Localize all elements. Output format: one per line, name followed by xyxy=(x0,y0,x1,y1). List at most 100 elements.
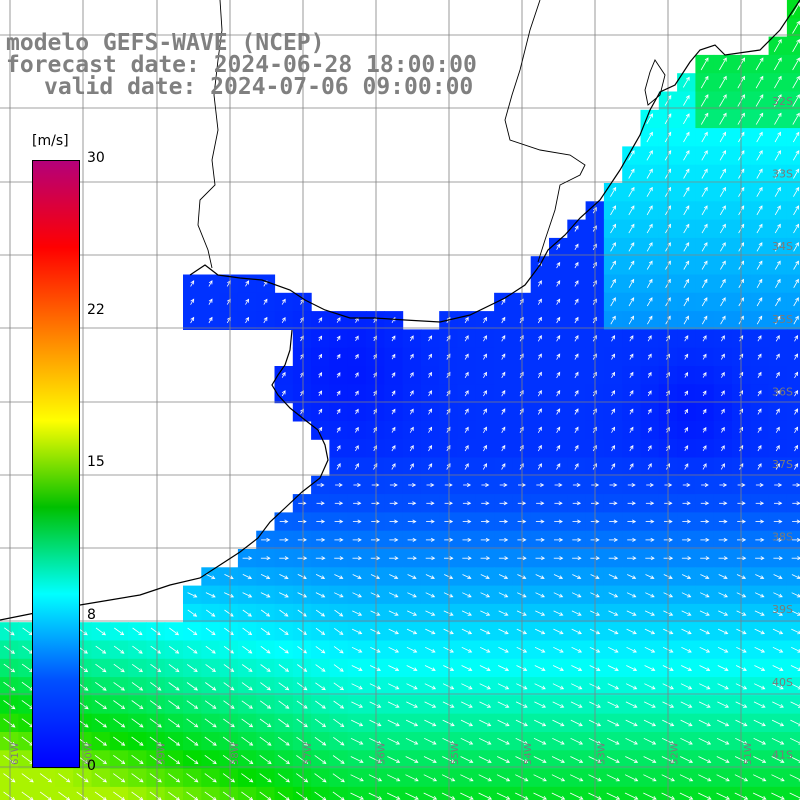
wind-speed-cell xyxy=(677,220,696,239)
wind-speed-cell xyxy=(695,275,714,294)
wind-speed-cell xyxy=(622,293,641,312)
wind-speed-cell xyxy=(293,329,312,348)
wind-speed-cell xyxy=(787,348,800,367)
wind-speed-cell xyxy=(695,165,714,184)
wind-speed-cell xyxy=(787,622,800,641)
wind-speed-cell xyxy=(641,256,660,275)
wind-speed-cell xyxy=(348,329,367,348)
wind-speed-cell xyxy=(750,403,769,422)
wind-speed-cell xyxy=(384,329,403,348)
wind-speed-cell xyxy=(732,329,751,348)
wind-speed-cell xyxy=(604,201,623,220)
wind-speed-cell xyxy=(183,275,202,294)
wind-speed-cell xyxy=(403,348,422,367)
wind-speed-cell xyxy=(732,275,751,294)
wind-speed-cell xyxy=(641,311,660,330)
wind-speed-cell xyxy=(366,458,385,477)
wind-speed-cell xyxy=(787,714,800,733)
wind-speed-cell xyxy=(567,421,586,440)
wind-speed-cell xyxy=(604,421,623,440)
wind-speed-cell xyxy=(695,329,714,348)
wind-speed-cell xyxy=(677,403,696,422)
wind-speed-cell xyxy=(677,439,696,458)
wind-speed-cell xyxy=(677,201,696,220)
wind-speed-cell xyxy=(769,37,788,56)
latitude-label: 32S xyxy=(772,95,793,108)
wind-speed-cell xyxy=(275,787,294,800)
wind-speed-cell xyxy=(494,366,513,385)
wind-speed-cell xyxy=(531,384,550,403)
colorbar-tick: 15 xyxy=(87,454,105,470)
wind-speed-cell xyxy=(201,293,220,312)
wind-speed-cell xyxy=(476,458,495,477)
wind-speed-cell xyxy=(531,348,550,367)
wind-speed-cell xyxy=(732,366,751,385)
wind-speed-cell xyxy=(311,366,330,385)
wind-speed-cell xyxy=(750,110,769,129)
wind-speed-cell xyxy=(787,220,800,239)
wind-speed-cell xyxy=(567,311,586,330)
wind-speed-cell xyxy=(677,275,696,294)
latitude-label: 41S xyxy=(772,748,793,761)
wind-speed-cell xyxy=(220,293,239,312)
wind-speed-cell xyxy=(641,403,660,422)
wind-speed-cell xyxy=(348,311,367,330)
wind-speed-cell xyxy=(714,183,733,202)
wind-speed-cell xyxy=(567,366,586,385)
wind-speed-cell xyxy=(714,311,733,330)
wind-speed-cell xyxy=(183,311,202,330)
wind-speed-cell xyxy=(329,421,348,440)
wind-speed-cell xyxy=(622,256,641,275)
wind-speed-cell xyxy=(403,421,422,440)
wind-speed-cell xyxy=(604,348,623,367)
wind-speed-cell xyxy=(348,458,367,477)
wind-speed-cell xyxy=(37,787,56,800)
wind-speed-cell xyxy=(275,311,294,330)
wind-speed-cell xyxy=(421,403,440,422)
wind-speed-cell xyxy=(714,348,733,367)
wind-speed-cell xyxy=(641,275,660,294)
wind-speed-cell xyxy=(641,384,660,403)
wind-speed-cell xyxy=(695,128,714,147)
wind-speed-cell xyxy=(677,238,696,257)
wind-speed-cell xyxy=(641,201,660,220)
wind-speed-cell xyxy=(677,293,696,312)
wind-speed-cell xyxy=(641,348,660,367)
wind-speed-cell xyxy=(348,421,367,440)
wind-speed-cell xyxy=(750,238,769,257)
wind-speed-cell xyxy=(604,293,623,312)
wind-speed-cell xyxy=(732,384,751,403)
wind-speed-cell xyxy=(476,384,495,403)
wind-speed-cell xyxy=(55,787,74,800)
wind-speed-cell xyxy=(695,183,714,202)
wind-speed-cell xyxy=(641,421,660,440)
wind-speed-cell xyxy=(567,238,586,257)
wind-speed-cell xyxy=(366,348,385,367)
wind-speed-cell xyxy=(641,183,660,202)
wind-speed-cell xyxy=(201,311,220,330)
wind-speed-cell xyxy=(329,458,348,477)
wind-speed-cell xyxy=(567,256,586,275)
wind-speed-cell xyxy=(787,73,800,92)
wind-speed-cell xyxy=(421,329,440,348)
wind-speed-cell xyxy=(421,384,440,403)
wind-speed-cell xyxy=(714,110,733,129)
wind-speed-cell xyxy=(714,458,733,477)
wind-speed-cell xyxy=(293,311,312,330)
wind-speed-cell xyxy=(403,384,422,403)
wind-speed-cell xyxy=(622,275,641,294)
wind-speed-cell xyxy=(311,311,330,330)
wind-speed-cell xyxy=(714,201,733,220)
wind-speed-cell xyxy=(201,787,220,800)
wind-speed-cell xyxy=(531,458,550,477)
wind-speed-cell xyxy=(366,421,385,440)
wind-speed-cell xyxy=(695,403,714,422)
latitude-label: 33S xyxy=(772,168,793,181)
wind-speed-cell xyxy=(714,55,733,74)
wind-speed-cell xyxy=(494,403,513,422)
wind-speed-cell xyxy=(714,220,733,239)
wind-speed-cell xyxy=(750,366,769,385)
wind-speed-cell xyxy=(787,439,800,458)
longitude-label: 56W xyxy=(377,742,388,765)
